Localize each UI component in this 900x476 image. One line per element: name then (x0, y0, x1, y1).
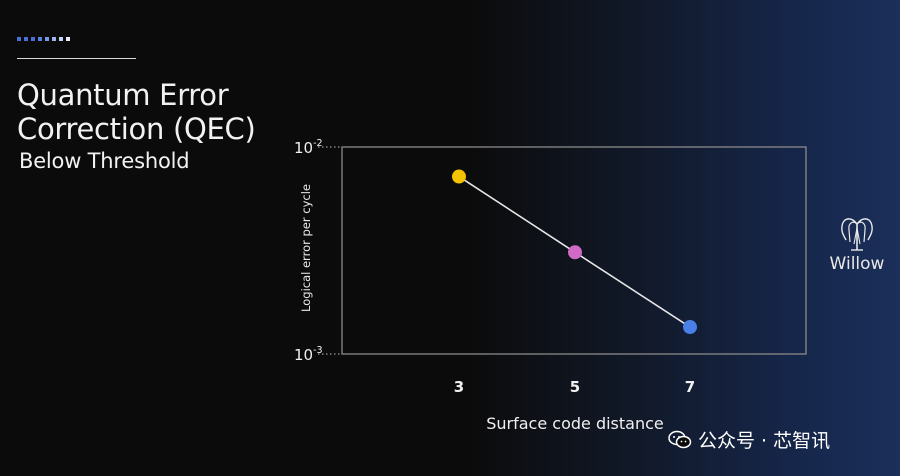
x-tick-label: 3 (454, 378, 464, 396)
plot-frame (341, 146, 807, 355)
willow-logo: Willow (822, 210, 892, 274)
watermark: 公众号 · 芯智讯 (668, 426, 830, 453)
y-tick-exponent: -2 (313, 138, 322, 149)
accent-dot (24, 37, 28, 41)
y-axis-label: Logical error per cycle (299, 184, 313, 312)
data-point (568, 245, 582, 260)
logo-text: Willow (829, 254, 885, 274)
x-axis-label: Surface code distance (486, 414, 664, 433)
accent-dot (66, 37, 70, 41)
data-point (683, 320, 697, 335)
wechat-icon (668, 430, 692, 448)
y-tick: 10-2 (294, 138, 340, 157)
accent-dot (45, 37, 49, 41)
slide-subtitle: Below Threshold (19, 149, 190, 173)
series-points (452, 169, 697, 335)
accent-dot (52, 37, 56, 41)
title-line-2: Correction (QEC) (17, 112, 256, 146)
y-tick-label: 10-3 (294, 345, 323, 364)
data-point (452, 169, 466, 184)
accent-dot (38, 37, 42, 41)
x-tick-label: 5 (570, 378, 580, 396)
y-tick-exponent: -3 (313, 345, 322, 356)
watermark-text: 公众号 · 芯智讯 (698, 430, 831, 452)
willow-tree-icon (841, 218, 873, 251)
title-rule (17, 58, 136, 59)
slide-title: Quantum Error Correction (QEC) (17, 78, 256, 146)
x-tick-label: 7 (685, 378, 695, 396)
y-tick-label: 10-2 (294, 138, 323, 157)
x-axis-ticks: 3 5 7 (454, 378, 695, 396)
y-tick: 10-3 (294, 345, 340, 364)
title-line-1: Quantum Error (17, 78, 229, 112)
accent-dot (59, 37, 63, 41)
accent-dot (31, 37, 35, 41)
accent-dots (17, 37, 70, 41)
accent-dot (17, 37, 21, 41)
